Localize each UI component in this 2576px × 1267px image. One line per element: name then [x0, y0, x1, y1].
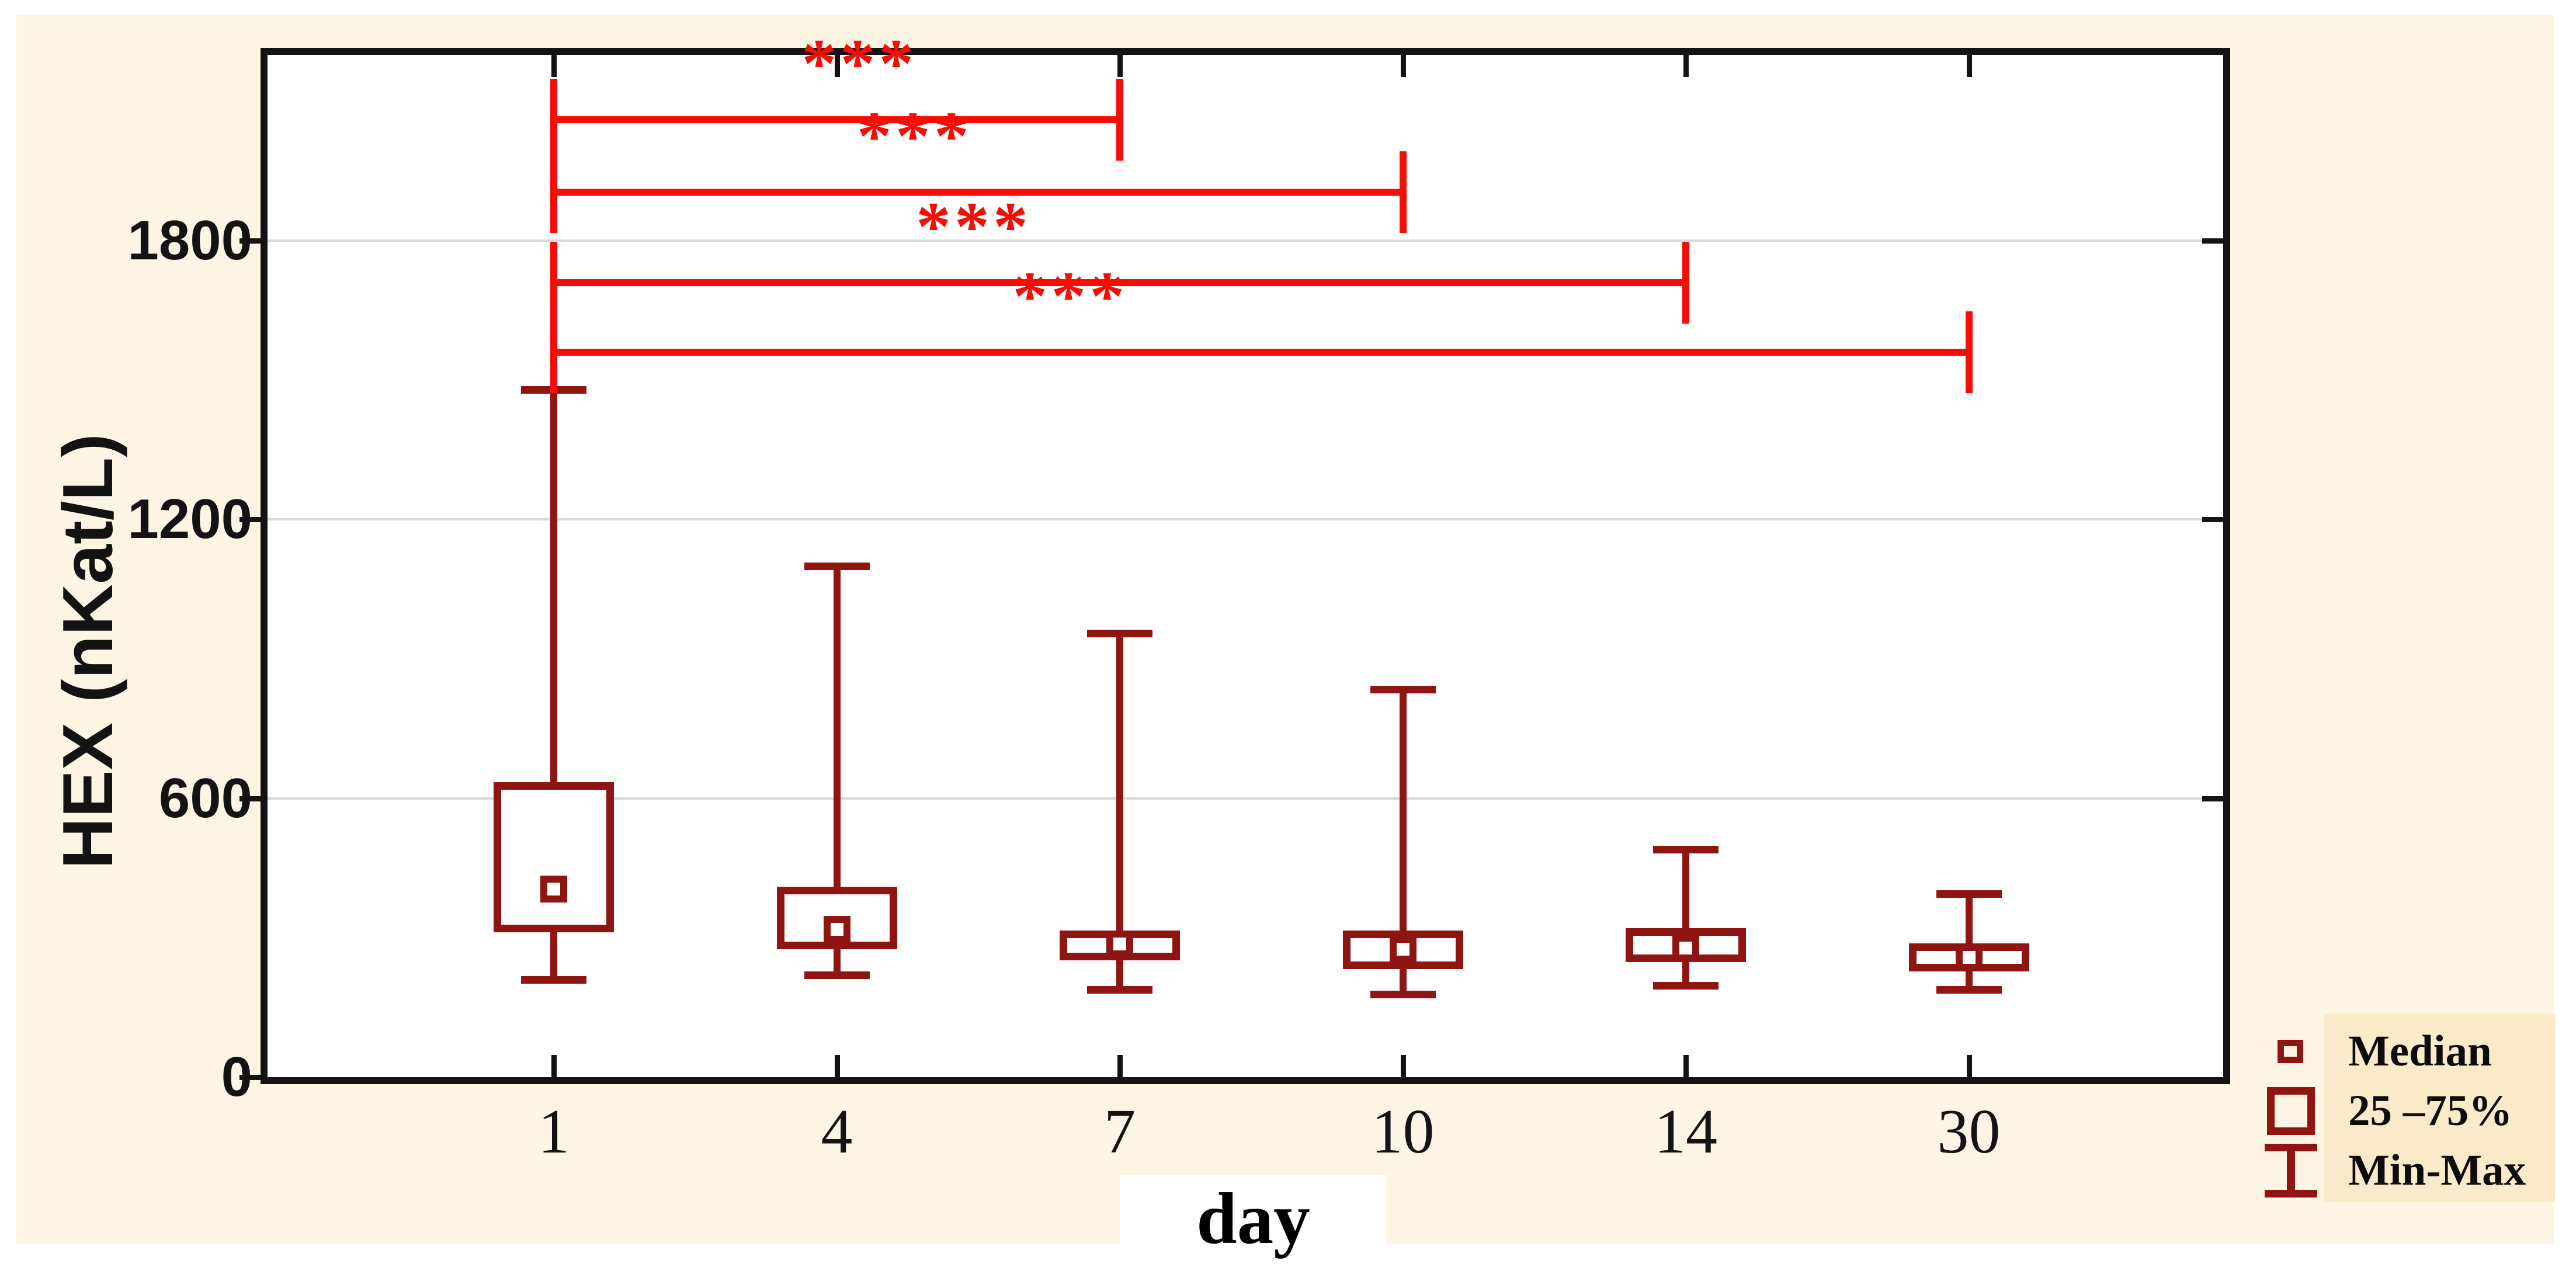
- median-marker: [823, 916, 850, 943]
- whisker-line: [1399, 689, 1407, 995]
- significance-stars: ***: [915, 187, 1032, 265]
- x-tick-label: 10: [1371, 1097, 1435, 1167]
- y-axis-title: HEX (nKat/L): [48, 433, 127, 869]
- x-axis-tick-top: [1683, 55, 1689, 77]
- legend-background: [2324, 1013, 2555, 1202]
- whisker-cap-max: [1370, 685, 1436, 693]
- significance-line: [554, 116, 1120, 124]
- x-tick-label: 30: [1937, 1097, 2001, 1167]
- legend-label-iqr: 25 –75%: [2348, 1087, 2513, 1135]
- y-axis-tick-right: [2202, 517, 2223, 523]
- x-axis-tick: [834, 1055, 840, 1077]
- whisker-line: [1116, 633, 1123, 990]
- median-marker: [1672, 934, 1699, 961]
- gridline: [268, 239, 2223, 242]
- y-axis-tick: [239, 1075, 261, 1080]
- x-axis-tick-top: [551, 55, 557, 77]
- median-marker-icon: [2278, 1040, 2303, 1063]
- significance-end-tick: [550, 241, 557, 324]
- significance-stars: ***: [801, 25, 918, 103]
- significance-stars: ***: [1012, 257, 1129, 335]
- whisker-cap-min: [1653, 981, 1719, 990]
- y-tick-label: 1200: [127, 488, 252, 551]
- whisker-cap-min: [804, 971, 870, 979]
- median-marker: [540, 875, 567, 902]
- x-axis-tick: [1683, 1055, 1689, 1077]
- x-axis-tick: [551, 1055, 557, 1077]
- iqr-box-icon: [2267, 1087, 2315, 1135]
- whisker-cap-max: [1936, 890, 2002, 898]
- gridline: [268, 518, 2223, 521]
- y-tick-label: 1800: [127, 209, 252, 272]
- y-axis-tick: [239, 796, 261, 801]
- iqr-box: [494, 782, 614, 932]
- x-axis-tick-top: [1966, 55, 1972, 77]
- x-axis-tick-top: [1117, 55, 1123, 77]
- y-axis-tick: [239, 238, 261, 244]
- x-tick-label: 1: [538, 1097, 570, 1167]
- x-axis-title: day: [1196, 1179, 1310, 1259]
- legend-label-median: Median: [2348, 1027, 2492, 1075]
- whisker-cap-min: [1936, 986, 2002, 994]
- whisker-cap-max: [1087, 630, 1152, 638]
- x-axis-title-box: day: [1120, 1175, 1386, 1267]
- x-tick-label: 4: [821, 1097, 853, 1167]
- x-axis-tick: [1966, 1055, 1972, 1077]
- y-axis-tick-right: [2202, 796, 2223, 801]
- whisker-cap-min: [1087, 986, 1152, 994]
- significance-end-tick: [1965, 311, 1973, 394]
- median-marker: [1389, 936, 1417, 963]
- x-axis-tick: [1400, 1055, 1406, 1077]
- min-max-whisker-icon: [2265, 1144, 2317, 1197]
- significance-line: [554, 349, 1969, 356]
- median-marker: [1106, 930, 1133, 957]
- x-axis-tick: [1117, 1055, 1123, 1077]
- y-tick-label: 600: [158, 766, 252, 829]
- whisker-line: [833, 566, 841, 975]
- y-axis-tick-right: [2202, 238, 2223, 244]
- legend-label-minmax: Min-Max: [2348, 1146, 2526, 1195]
- significance-end-tick: [550, 151, 557, 233]
- y-axis-tick: [239, 517, 261, 523]
- significance-end-tick: [1399, 151, 1407, 233]
- median-marker: [1955, 943, 1983, 971]
- significance-end-tick: [550, 79, 557, 161]
- significance-stars: ***: [856, 96, 973, 175]
- whisker-cap-min: [521, 976, 586, 984]
- significance-end-tick: [550, 311, 557, 394]
- significance-end-tick: [1116, 79, 1123, 161]
- significance-line: [554, 279, 1686, 286]
- whisker-line: [1682, 849, 1689, 985]
- x-axis-tick-top: [1400, 55, 1406, 77]
- x-tick-label: 7: [1104, 1097, 1136, 1167]
- whisker-cap-min: [1370, 991, 1436, 999]
- y-tick-label: 0: [221, 1046, 252, 1108]
- whisker-cap-max: [1653, 846, 1719, 854]
- x-tick-label: 14: [1654, 1097, 1717, 1167]
- whisker-line: [1965, 893, 1973, 990]
- significance-line: [554, 188, 1403, 196]
- gridline: [268, 797, 2223, 800]
- significance-end-tick: [1682, 241, 1689, 324]
- x-axis-tick-top: [834, 55, 840, 77]
- whisker-cap-max: [804, 563, 870, 570]
